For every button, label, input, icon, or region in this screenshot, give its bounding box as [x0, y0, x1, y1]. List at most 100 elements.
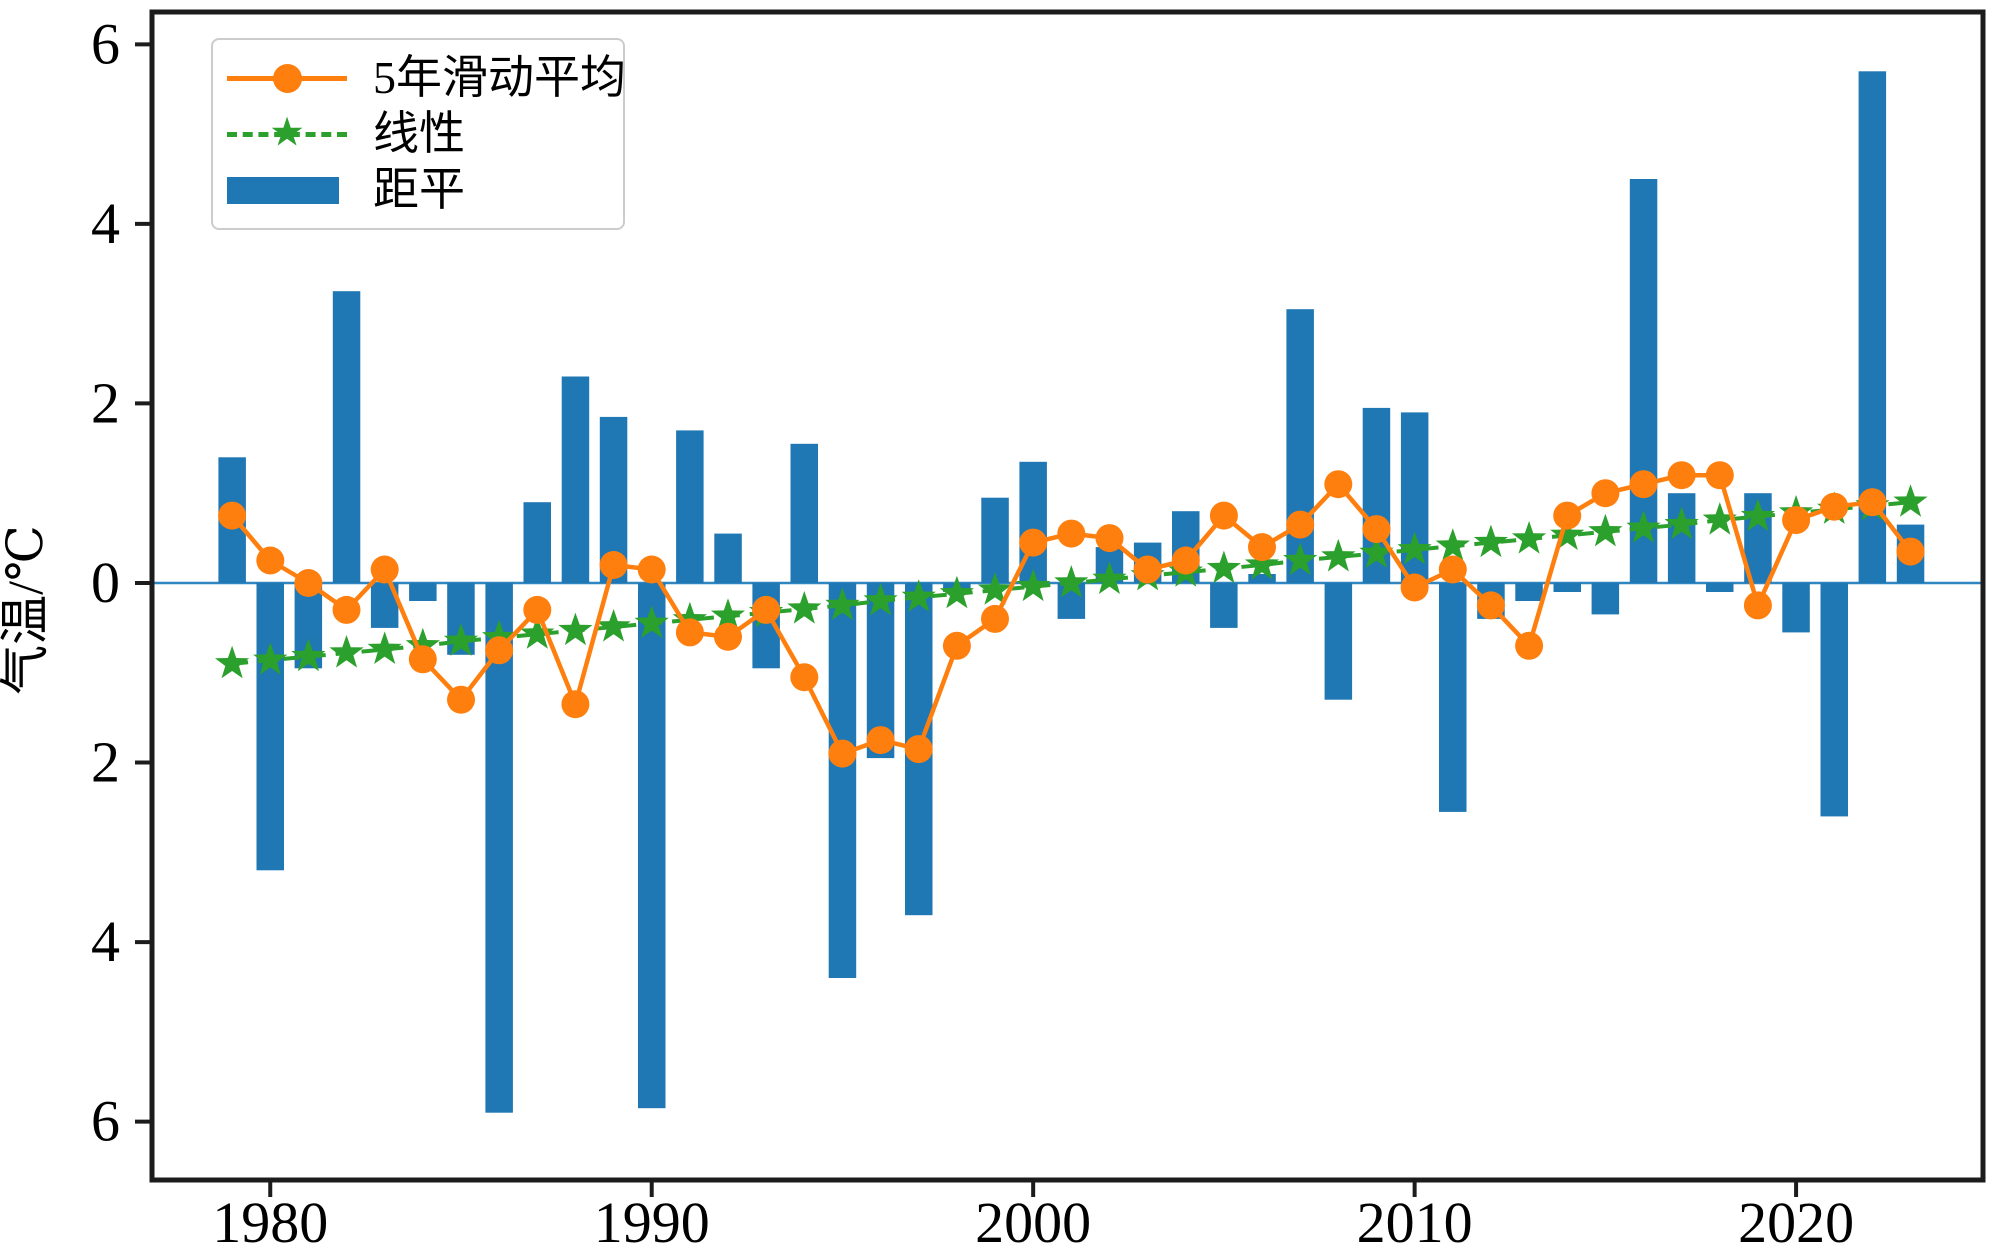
circle-marker-1992 — [714, 622, 742, 651]
star-marker-2018 — [1702, 502, 1737, 535]
circle-marker-2021 — [1820, 492, 1849, 521]
bar-1992 — [714, 533, 742, 583]
circle-marker-1983 — [370, 555, 399, 584]
star-marker-2009 — [1359, 535, 1394, 568]
star-marker-2012 — [1473, 524, 1508, 558]
star-marker-1982 — [329, 635, 364, 668]
legend-item-anomaly: 距平 — [227, 162, 609, 218]
x-tick-label: 1980 — [212, 1190, 328, 1244]
bar-2006 — [1248, 574, 1276, 583]
star-marker-2017 — [1664, 506, 1699, 540]
star-marker-2015 — [1588, 513, 1623, 547]
circle-marker-2004 — [1171, 546, 1200, 575]
circle-marker-2023 — [1896, 537, 1925, 566]
circle-marker-2022 — [1858, 488, 1887, 517]
bar-1980 — [256, 583, 284, 871]
y-axis-title: 气温/℃ — [0, 525, 53, 695]
circle-marker-1997 — [904, 735, 933, 764]
circle-marker-1998 — [942, 631, 971, 660]
bar-2010 — [1400, 412, 1429, 583]
star-marker-1997 — [901, 579, 936, 612]
star-marker-2023 — [1893, 484, 1928, 517]
star-marker-1994 — [787, 591, 822, 624]
star-marker-1980 — [253, 642, 288, 675]
circle-marker-2020 — [1782, 506, 1811, 535]
bar-1988 — [561, 376, 590, 583]
circle-marker-1999 — [981, 604, 1009, 633]
circle-marker-1980 — [256, 546, 285, 575]
x-tick-label: 1990 — [594, 1190, 710, 1244]
y-tick-label: 4 — [91, 191, 120, 256]
circle-marker-2018 — [1705, 461, 1734, 490]
circle-marker-2010 — [1400, 573, 1429, 602]
y-tick-label: 0 — [91, 550, 120, 615]
circle-marker-2006 — [1248, 533, 1276, 562]
legend: 5年滑动平均 ★ 线性 距平 — [211, 38, 626, 230]
legend-item-moving-average: 5年滑动平均 — [227, 50, 626, 106]
circle-marker-2017 — [1667, 461, 1696, 490]
star-marker-1988 — [558, 612, 593, 646]
plot-border — [149, 9, 1986, 1183]
bar-swatch-icon — [227, 170, 347, 210]
circle-marker-1991 — [675, 618, 704, 647]
bar-1990 — [638, 583, 666, 1109]
star-marker-1983 — [367, 631, 402, 664]
bar-1984 — [409, 583, 437, 601]
circle-marker-2001 — [1057, 519, 1086, 548]
y-tick-label: 2 — [91, 370, 120, 435]
y-tick-label: 6 — [91, 11, 120, 76]
circle-marker-2002 — [1095, 524, 1124, 553]
circle-marker-1990 — [637, 555, 666, 584]
star-marker-1981 — [291, 638, 326, 672]
star-marker-2019 — [1740, 498, 1776, 532]
star-marker-1986 — [482, 619, 517, 653]
star-marker-1992 — [710, 598, 746, 631]
bar-2013 — [1515, 583, 1543, 601]
star-marker-2011 — [1435, 528, 1470, 561]
circle-marker-1995 — [828, 739, 857, 768]
bar-1999 — [981, 497, 1009, 583]
legend-label-anomaly: 距平 — [373, 164, 465, 215]
circle-marker-2015 — [1591, 479, 1620, 508]
dashed-star-marker-icon: ★ — [227, 112, 347, 154]
star-marker-1990 — [634, 605, 669, 638]
x-tick-label: 2010 — [1357, 1190, 1473, 1244]
star-marker-2001 — [1054, 565, 1089, 598]
x-tick-label: 2020 — [1738, 1190, 1854, 1244]
bar-1995 — [828, 583, 857, 978]
bar-2020 — [1782, 583, 1810, 633]
circle-marker-1979 — [218, 501, 247, 530]
star-marker-2016 — [1626, 510, 1661, 543]
legend-label-moving-average: 5年滑动平均 — [373, 52, 626, 103]
line-circle-marker-icon — [227, 58, 347, 98]
circle-marker-1996 — [866, 726, 895, 755]
circle-marker-2016 — [1629, 470, 1658, 499]
circle-marker-1989 — [599, 551, 628, 579]
circle-marker-1981 — [294, 569, 323, 597]
circle-marker-2003 — [1133, 555, 1162, 584]
bar-1986 — [485, 583, 513, 1113]
star-marker-1984 — [405, 627, 440, 661]
star-marker-2002 — [1092, 561, 1127, 594]
moving-average-series — [218, 461, 1925, 768]
star-marker-1996 — [863, 582, 898, 616]
star-marker-1985 — [443, 623, 479, 656]
circle-marker-1982 — [332, 595, 361, 624]
star-marker-2010 — [1397, 531, 1432, 565]
star-marker-2007 — [1283, 542, 1318, 576]
bar-2021 — [1820, 583, 1848, 817]
circle-marker-2007 — [1286, 510, 1315, 539]
star-marker-2006 — [1244, 547, 1280, 580]
star-marker-1998 — [939, 575, 974, 609]
bar-2008 — [1324, 583, 1353, 700]
circle-marker-1984 — [408, 645, 437, 674]
bar-2018 — [1706, 583, 1734, 592]
circle-marker-2009 — [1362, 515, 1391, 544]
circle-marker-2013 — [1515, 631, 1544, 660]
circle-marker-2005 — [1209, 501, 1238, 530]
star-marker-1999 — [977, 572, 1013, 605]
y-axis: 6 4 2 0 2 4 6 — [91, 11, 152, 1154]
x-axis: 1980 1990 2000 2010 2020 — [212, 1180, 1854, 1244]
bar-2011 — [1439, 583, 1467, 812]
